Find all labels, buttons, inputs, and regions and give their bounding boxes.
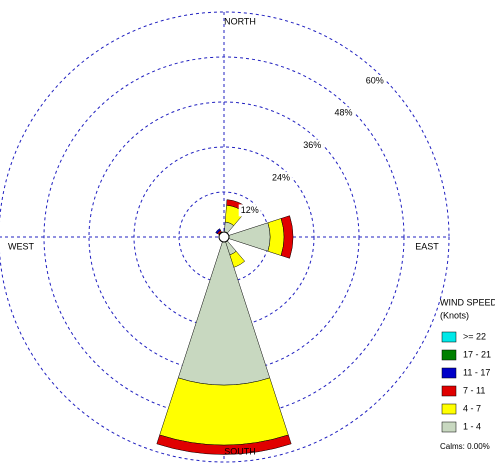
grid-ring: [0, 11, 450, 463]
legend-label: 1 - 4: [463, 421, 481, 431]
legend-label: >= 22: [463, 331, 486, 341]
ring-label: 24%: [272, 172, 290, 182]
direction-label: WEST: [8, 241, 35, 251]
legend-swatch: [441, 403, 457, 415]
legend-title: (Knots): [440, 310, 469, 320]
sector: [156, 434, 292, 455]
ring-label: 12%: [241, 205, 259, 215]
direction-label: SOUTH: [224, 446, 256, 456]
legend-title: WIND SPEED: [440, 297, 495, 307]
label-bg: [269, 172, 292, 185]
calms-label: Calms: 0.00%: [440, 442, 490, 451]
ring-label: 60%: [366, 75, 384, 85]
label-bg: [238, 204, 261, 217]
legend-label: 11 - 17: [463, 367, 490, 377]
label-bg: [301, 139, 324, 152]
legend-swatch: [441, 331, 457, 343]
legend-swatch: [441, 349, 457, 361]
calm-circle: [218, 231, 230, 243]
legend-label: 17 - 21: [463, 349, 491, 359]
sector: [267, 218, 285, 256]
legend-label: 4 - 7: [463, 403, 481, 413]
direction-label: NORTH: [224, 16, 256, 26]
legend-swatch: [441, 421, 457, 433]
label-bg: [363, 74, 386, 87]
ring-label: 36%: [303, 140, 321, 150]
direction-label: EAST: [415, 241, 439, 251]
label-bg: [332, 107, 355, 120]
sector: [159, 377, 289, 446]
sector: [177, 236, 271, 386]
legend-swatch: [441, 385, 457, 397]
legend-label: 7 - 11: [463, 385, 485, 395]
sector: [215, 228, 221, 234]
legend-swatch: [441, 367, 457, 379]
ring-label: 48%: [334, 108, 352, 118]
sector: [280, 215, 294, 259]
